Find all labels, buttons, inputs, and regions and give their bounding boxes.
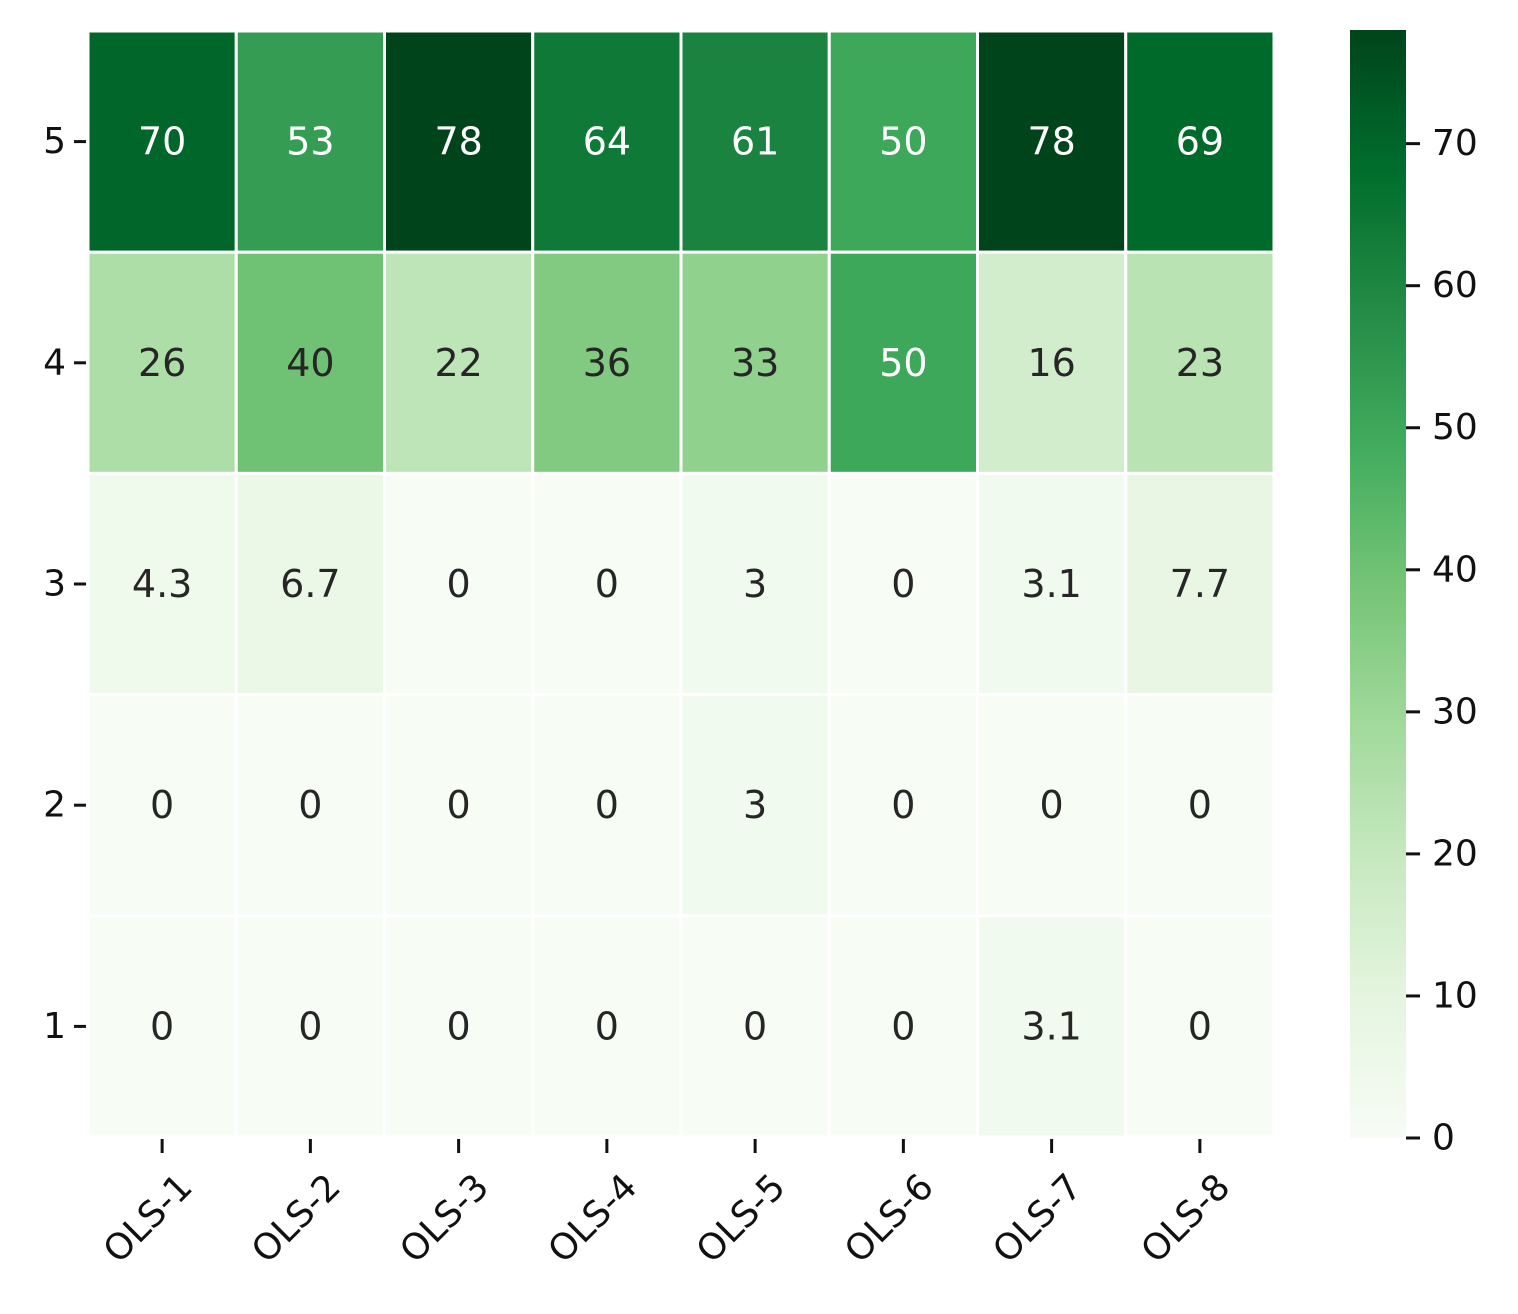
x-axis: OLS-1 OLS-2 OLS-3 OLS-4 OLS-5 OLS-6 OLS-7 OLS-8 bbox=[96, 1139, 1239, 1271]
colorbar-ticks: 0 10 20 30 40 50 60 70 bbox=[1406, 123, 1478, 1159]
x-tick-label: OLS-2 bbox=[244, 1166, 349, 1271]
colorbar-tick-label: 10 bbox=[1432, 975, 1478, 1016]
colorbar-tick-label: 50 bbox=[1432, 407, 1478, 448]
heatmap-cell bbox=[1124, 471, 1276, 697]
cell-value-label: 3 bbox=[743, 562, 767, 606]
cell-value-label: 0 bbox=[595, 562, 619, 606]
heatmap-cell bbox=[86, 29, 238, 254]
heatmap-cell bbox=[1124, 250, 1276, 475]
colorbar-tick-label: 0 bbox=[1432, 1118, 1455, 1159]
heatmap-cell bbox=[976, 471, 1128, 697]
cell-value-label: 0 bbox=[743, 1004, 767, 1048]
cell-value-label: 4.3 bbox=[132, 562, 192, 606]
heatmap-cell bbox=[383, 693, 535, 918]
heatmap-cell bbox=[976, 914, 1128, 1139]
cell-value-label: 23 bbox=[1176, 341, 1224, 385]
heatmap-cell bbox=[234, 29, 386, 254]
cell-value-label: 0 bbox=[298, 1004, 322, 1048]
y-tick-label: 2 bbox=[43, 785, 66, 826]
cell-value-label: 3 bbox=[743, 783, 767, 827]
cell-value-label: 0 bbox=[447, 562, 471, 606]
heatmap-cell bbox=[827, 250, 979, 475]
heatmap-cell bbox=[679, 914, 831, 1139]
cell-value-label: 16 bbox=[1027, 341, 1075, 385]
x-tick-label: OLS-5 bbox=[689, 1166, 794, 1271]
cell-value-label: 33 bbox=[731, 341, 779, 385]
heatmap-cell bbox=[383, 914, 535, 1139]
heatmap-cell bbox=[86, 471, 238, 697]
heatmap-cell bbox=[531, 693, 683, 918]
y-tick-label: 1 bbox=[43, 1006, 66, 1047]
heatmap-cell bbox=[383, 471, 535, 697]
colorbar-tick-label: 30 bbox=[1432, 691, 1478, 732]
heatmap-cell bbox=[827, 29, 979, 254]
x-tick-label: OLS-3 bbox=[392, 1166, 497, 1271]
x-tick-label: OLS-8 bbox=[1134, 1166, 1239, 1271]
cell-value-label: 0 bbox=[150, 1004, 174, 1048]
heatmap-cell bbox=[827, 914, 979, 1139]
heatmap-cell bbox=[1124, 914, 1276, 1139]
cell-value-label: 53 bbox=[286, 120, 334, 164]
cell-value-label: 26 bbox=[138, 341, 186, 385]
cell-value-label: 0 bbox=[447, 783, 471, 827]
heatmap-cell bbox=[679, 471, 831, 697]
cell-value-label: 50 bbox=[879, 341, 927, 385]
cell-value-label: 0 bbox=[891, 562, 915, 606]
heatmap-cell bbox=[531, 250, 683, 475]
y-axis: 5 4 3 2 1 bbox=[43, 121, 86, 1047]
heatmap-cell bbox=[531, 914, 683, 1139]
cell-value-label: 0 bbox=[891, 783, 915, 827]
x-tick-label: OLS-7 bbox=[985, 1166, 1090, 1271]
y-tick-label: 5 bbox=[43, 121, 66, 162]
heatmap-cell bbox=[234, 250, 386, 475]
cell-value-label: 3.1 bbox=[1021, 562, 1081, 606]
cell-value-label: 0 bbox=[1188, 783, 1212, 827]
cell-value-label: 0 bbox=[298, 783, 322, 827]
cell-value-label: 0 bbox=[891, 1004, 915, 1048]
cell-value-label: 22 bbox=[434, 341, 482, 385]
cell-value-label: 0 bbox=[447, 1004, 471, 1048]
cell-value-label: 6.7 bbox=[280, 562, 340, 606]
cell-value-label: 50 bbox=[879, 120, 927, 164]
colorbar-tick-label: 60 bbox=[1432, 265, 1478, 306]
cell-value-label: 64 bbox=[583, 120, 631, 164]
x-tick-label: OLS-4 bbox=[541, 1166, 646, 1271]
colorbar-tick-label: 70 bbox=[1432, 123, 1478, 164]
cell-value-label: 0 bbox=[1040, 783, 1064, 827]
cell-value-label: 0 bbox=[150, 783, 174, 827]
colorbar bbox=[1350, 30, 1406, 1138]
heatmap-cell bbox=[827, 471, 979, 697]
heatmap-cell bbox=[383, 29, 535, 254]
heatmap-cell bbox=[234, 914, 386, 1139]
cell-value-label: 7.7 bbox=[1170, 562, 1230, 606]
heatmap-cell bbox=[976, 693, 1128, 918]
heatmap-cell bbox=[86, 693, 238, 918]
y-tick-label: 3 bbox=[43, 564, 66, 605]
cell-value-label: 0 bbox=[595, 1004, 619, 1048]
heatmap-cell bbox=[1124, 29, 1276, 254]
colorbar-gradient bbox=[1350, 30, 1406, 1138]
cell-value-label: 78 bbox=[434, 120, 482, 164]
cell-value-label: 3.1 bbox=[1021, 1004, 1081, 1048]
x-tick-label: OLS-1 bbox=[96, 1166, 201, 1271]
cell-value-label: 36 bbox=[583, 341, 631, 385]
heatmap-cell bbox=[679, 693, 831, 918]
y-tick-label: 4 bbox=[43, 342, 66, 383]
colorbar-tick-label: 20 bbox=[1432, 833, 1478, 874]
x-tick-label: OLS-6 bbox=[837, 1166, 942, 1271]
colorbar-tick-label: 40 bbox=[1432, 549, 1478, 590]
cell-value-label: 0 bbox=[1188, 1004, 1212, 1048]
cell-value-label: 70 bbox=[138, 120, 186, 164]
cell-value-label: 78 bbox=[1027, 120, 1075, 164]
heatmap-cell bbox=[234, 471, 386, 697]
cell-value-label: 40 bbox=[286, 341, 334, 385]
cell-value-label: 69 bbox=[1176, 120, 1224, 164]
heatmap-cell bbox=[531, 471, 683, 697]
cell-value-label: 0 bbox=[595, 783, 619, 827]
cell-value-label: 61 bbox=[731, 120, 779, 164]
